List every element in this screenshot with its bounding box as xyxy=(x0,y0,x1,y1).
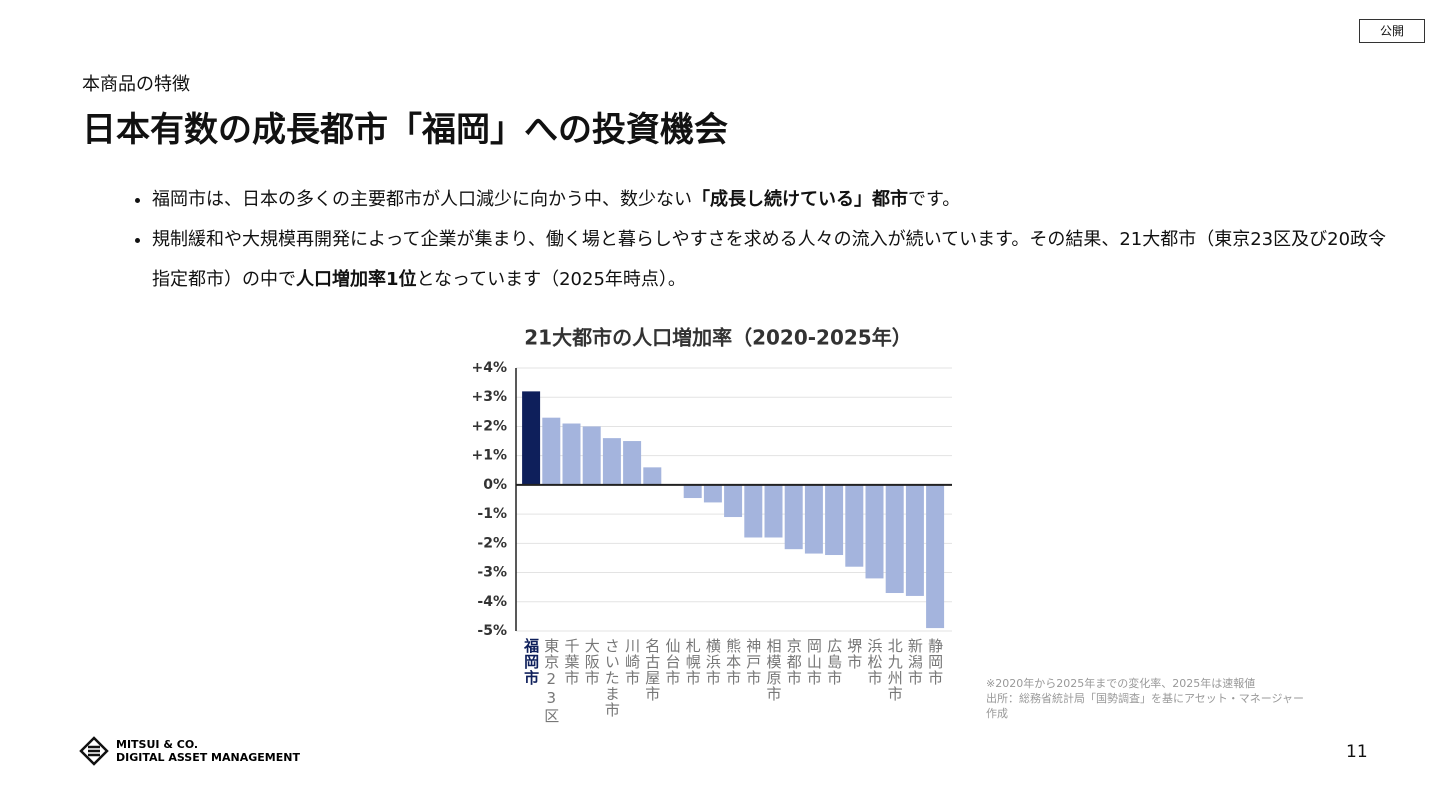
x-tick-label: 神戸市 xyxy=(744,638,762,686)
x-tick-label: 仙台市 xyxy=(664,638,682,686)
badge: 公開 xyxy=(1359,19,1425,43)
logo-text: DIGITAL ASSET MANAGEMENT xyxy=(116,751,300,764)
x-tick-label: 堺市 xyxy=(845,638,863,670)
bar xyxy=(542,417,561,485)
bar xyxy=(602,438,621,485)
x-tick-label: 福岡市 xyxy=(522,637,540,686)
y-tick-label: +1% xyxy=(472,448,508,464)
x-tick-label: 横浜市 xyxy=(704,638,722,686)
bold-text: 「成長し続けている」都市 xyxy=(692,189,908,210)
logo-mark xyxy=(79,736,109,766)
note: 出所：総務省統計局「国勢調査」を基にアセット・マネージャー作成 xyxy=(986,692,1305,720)
logo-text: MITSUI & CO. xyxy=(116,738,198,751)
kicker: 本商品の特徴 xyxy=(82,74,190,95)
y-tick-label: -2% xyxy=(477,535,507,551)
bar xyxy=(562,423,581,485)
bar xyxy=(744,484,763,538)
y-tick-label: +3% xyxy=(472,389,508,405)
bar xyxy=(724,484,743,518)
x-tick-label: 京都市 xyxy=(785,638,803,686)
chart-title: 21大都市の人口増加率（2020-2025年） xyxy=(524,326,911,350)
y-tick-label: -3% xyxy=(477,565,507,581)
notes: ※2020年から2025年までの変化率、2025年は速報値 出所：総務省統計局「… xyxy=(986,676,1306,721)
y-tick-label: -1% xyxy=(477,506,507,522)
bullet: 規制緩和や大規模再開発によって企業が集まり、働く場と暮らしやすさを求める人々の流… xyxy=(152,220,1392,300)
bar xyxy=(764,484,783,538)
y-tick-label: +4% xyxy=(472,360,508,376)
bar xyxy=(865,484,884,579)
x-tick-label: 熊本市 xyxy=(724,638,742,686)
x-tick-label: 名古屋市 xyxy=(643,638,661,702)
x-tick-label: 川崎市 xyxy=(623,638,641,686)
x-tick-label: 広島市 xyxy=(825,638,843,686)
bar xyxy=(825,484,844,556)
text: となっています（2025年時点）。 xyxy=(416,269,686,290)
x-tick-label: 相模原市 xyxy=(765,638,783,702)
bar xyxy=(804,484,823,554)
x-tick-label: 新潟市 xyxy=(906,638,924,686)
x-tick-label: 岡山市 xyxy=(805,638,823,686)
x-tick-label: 浜松市 xyxy=(866,638,884,686)
bar xyxy=(905,484,924,596)
note: ※2020年から2025年までの変化率、2025年は速報値 xyxy=(986,677,1256,690)
x-tick-label: 札幌市 xyxy=(684,638,702,686)
text: です。 xyxy=(908,189,961,210)
bar xyxy=(582,426,601,485)
bar xyxy=(926,484,945,629)
bar xyxy=(522,391,541,485)
bar xyxy=(703,484,722,503)
y-tick-label: -4% xyxy=(477,594,507,610)
bar xyxy=(643,467,662,485)
y-tick-label: -5% xyxy=(477,623,507,639)
bar xyxy=(683,484,702,499)
title: 日本有数の成長都市「福岡」への投資機会 xyxy=(82,110,728,150)
bar xyxy=(845,484,864,567)
x-tick-label: 北九州市 xyxy=(886,638,904,702)
x-tick-label: 東京23区 xyxy=(542,638,560,724)
x-tick-label: さいたま市 xyxy=(603,638,621,718)
bar xyxy=(885,484,904,594)
x-tick-label: 大阪市 xyxy=(583,638,601,686)
bullet: 福岡市は、日本の多くの主要都市が人口減少に向かう中、数少ない「成長し続けている」… xyxy=(152,180,1392,220)
y-tick-label: 0% xyxy=(483,477,507,493)
x-tick-label: 静岡市 xyxy=(926,638,944,686)
logo: MITSUI & CO. DIGITAL ASSET MANAGEMENT xyxy=(79,736,300,766)
x-tick-label: 千葉市 xyxy=(563,638,581,686)
bar xyxy=(784,484,803,550)
text: 規制緩和や大規模再開発によって企業が集まり、働く場と暮らしやすさを求める人々の流… xyxy=(152,229,1387,290)
text: 福岡市は、日本の多くの主要都市が人口減少に向かう中、数少ない xyxy=(152,189,692,210)
page-number: 11 xyxy=(1346,742,1368,762)
y-tick-label: +2% xyxy=(472,418,508,434)
bullet-list: 福岡市は、日本の多くの主要都市が人口減少に向かう中、数少ない「成長し続けている」… xyxy=(100,180,1392,300)
bold-text: 人口増加率1位 xyxy=(296,269,417,290)
bar xyxy=(623,441,642,485)
